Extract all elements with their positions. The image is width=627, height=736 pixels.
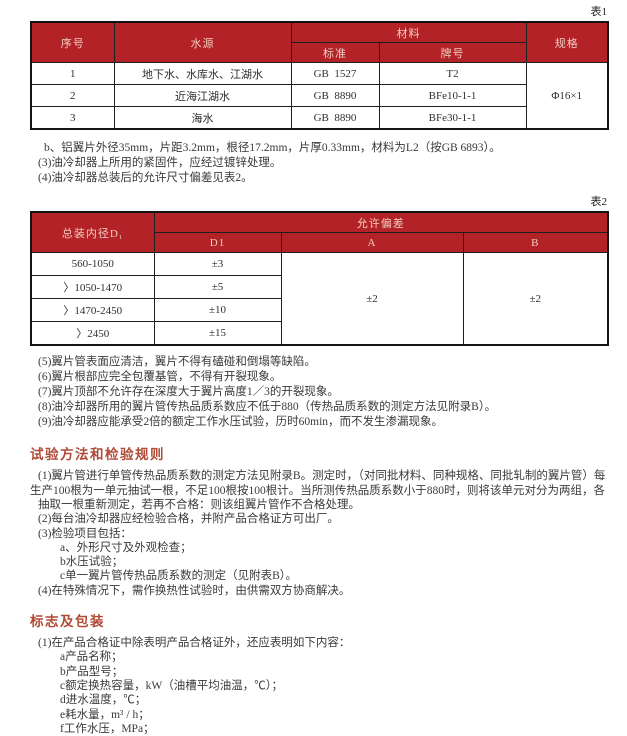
cell-b-tolerance: ±2 (462, 252, 609, 346)
cell-a-tolerance: ±2 (280, 252, 464, 346)
list-item: b产品型号； (60, 665, 124, 678)
table-row: 3 海水 GB 8890 BFe30-1-1 (30, 106, 608, 130)
section-test-methods: (1)翼片管进行单管传热品质系数的测定方法见附录B。测定时，（对同批材料、同种规… (30, 469, 627, 598)
list-item: d进水温度，℃； (60, 694, 147, 707)
paragraph-line: (4)在特殊情况下，需作换热性试验时，由供需双方协商解决。 (38, 584, 351, 597)
header-material: 材料 (290, 21, 527, 43)
cell-water-source: 近海江湖水 (113, 84, 292, 107)
cell-water-source: 海水 (113, 106, 292, 130)
table-row: 2 近海江湖水 GB 8890 BFe10-1-1 (30, 84, 608, 107)
header-water-source: 水源 (113, 21, 292, 63)
table1-label: 表1 (590, 6, 608, 18)
section-title-marking-packaging: 标志及包装 (30, 614, 105, 630)
note-line: b、铝翼片外径35mm，片距3.2mm，根径17.2mm，片厚0.33mm，材料… (44, 142, 501, 154)
cell-no: 1 (30, 62, 115, 85)
notes-after-table1: b、铝翼片外径35mm，片距3.2mm，根径17.2mm，片厚0.33mm，材料… (30, 141, 627, 185)
list-item: b水压试验； (60, 556, 124, 569)
cell-d1-tolerance: ±10 (153, 298, 282, 323)
table2-label: 表2 (590, 196, 608, 209)
cell-grade: BFe30-1-1 (378, 106, 527, 130)
cell-no: 2 (30, 84, 115, 107)
cell-water-source: 地下水、水库水、江湖水 (113, 62, 292, 85)
note-line: (5)翼片管表面应清洁，翼片不得有磕碰和倒塌等缺陷。 (38, 356, 316, 369)
table-row: 560-1050 ±3 ±2 ±2 (30, 252, 609, 346)
table2-header-row-1: 总装内径D₁ 允许偏差 (30, 211, 609, 254)
header-b: B (462, 232, 609, 254)
list-item: a产品名称； (60, 651, 123, 664)
list-item: f工作水压，MPa； (60, 722, 155, 735)
cell-standard: GB 8890 (290, 84, 380, 107)
cell-range: 〉1470-2450 (30, 298, 155, 323)
section-marking-packaging: (1)在产品合格证中除表明产品合格证外，还应表明如下内容： a产品名称； b产品… (30, 636, 627, 736)
note-line: (6)翼片根部应完全包覆基管，不得有开裂现象。 (38, 371, 282, 384)
paragraph-line: 生产100根为一单元抽试一根，不足100根按100根计。当所测传热品质系数小于8… (30, 484, 605, 497)
list-item: a、外形尺寸及外观检查； (60, 541, 192, 554)
note-line: (3)油冷却器上所用的紧固件，应经过镀锌处理。 (38, 156, 282, 169)
header-inner-diameter: 总装内径D₁ (30, 211, 155, 254)
header-grade: 牌号 (378, 42, 527, 63)
table-row: 1 地下水、水库水、江湖水 GB 1527 T2 Φ16×1 (30, 62, 609, 130)
cell-no: 3 (30, 106, 115, 130)
header-standard: 标准 (290, 42, 380, 63)
water-source-material-table: 序号 水源 材料 规格 标准 牌号 1 地下水、水库水、江湖水 GB 1527 … (30, 21, 609, 130)
paragraph-line: (2)每台油冷却器应经检验合格，并附产品合格证方可出厂。 (38, 513, 339, 526)
table1-header-row-2: 标准 牌号 (31, 42, 608, 63)
cell-range: 〉2450 (30, 321, 155, 346)
header-d1: D1 (153, 232, 282, 254)
cell-d1-tolerance: ±3 (153, 252, 282, 277)
list-item: e耗水量，m³ / h； (60, 708, 150, 721)
cell-standard: GB 1527 (290, 62, 380, 85)
header-a: A (280, 232, 464, 254)
table2-header-row-2: D1 A B (31, 232, 609, 254)
cell-d1-tolerance: ±5 (153, 275, 282, 300)
document-page: 表1 序号 水源 材料 规格 标准 牌号 1 地下水、水库水、江湖水 GB 15… (30, 6, 627, 735)
table-row: 〉2450 ±15 (30, 321, 608, 346)
paragraph-line: (3)检验项目包括： (38, 527, 132, 540)
tolerance-table: 总装内径D₁ 允许偏差 D1 A B 560-1050 ±3 ±2 ±2 〉10… (30, 211, 610, 347)
cell-spec-value: Φ16×1 (525, 62, 609, 130)
cell-grade: BFe10-1-1 (378, 84, 527, 107)
header-no: 序号 (30, 21, 115, 63)
paragraph-line: 抽取一根重新测定，若再不合格：则该组翼片管作不合格处理。 (38, 498, 360, 511)
notes-after-table2: (5)翼片管表面应清洁，翼片不得有磕碰和倒塌等缺陷。 (6)翼片根部应完全包覆基… (30, 355, 627, 429)
paragraph-line: (1)在产品合格证中除表明产品合格证外，还应表明如下内容： (38, 637, 351, 650)
cell-range: 〉1050-1470 (30, 275, 155, 300)
note-line: (8)油冷却器所用的翼片管传热品质系数应不低于880（传热品质系数的测定方法见附… (38, 400, 497, 413)
cell-range: 560-1050 (30, 252, 155, 277)
table1-header-row-1: 序号 水源 材料 规格 (30, 21, 609, 63)
section-title-test-methods: 试验方法和检验规则 (30, 447, 165, 463)
note-line: (4)油冷却器总装后的允许尺寸偏差见表2。 (38, 171, 253, 184)
list-item: c额定换热容量，kW（油槽平均油温，℃）； (60, 679, 283, 692)
list-item: c单一翼片管传热品质系数的测定（见附表B）。 (60, 570, 298, 583)
table-row: 〉1470-2450 ±10 (30, 298, 608, 323)
header-tolerance: 允许偏差 (153, 211, 609, 234)
table-row: 〉1050-1470 ±5 (30, 275, 608, 300)
cell-d1-tolerance: ±15 (153, 321, 282, 346)
note-line: (9)油冷却器应能承受2倍的额定工作水压试验，历时60min，而不发生渗漏现象。 (38, 415, 444, 428)
note-line: (7)翼片顶部不允许存在深度大于翼片高度1／3的开裂现象。 (38, 385, 339, 398)
header-spec: 规格 (525, 21, 609, 63)
cell-grade: T2 (378, 62, 527, 85)
cell-standard: GB 8890 (290, 106, 380, 130)
paragraph-line: (1)翼片管进行单管传热品质系数的测定方法见附录B。测定时，（对同批材料、同种规… (38, 470, 606, 483)
